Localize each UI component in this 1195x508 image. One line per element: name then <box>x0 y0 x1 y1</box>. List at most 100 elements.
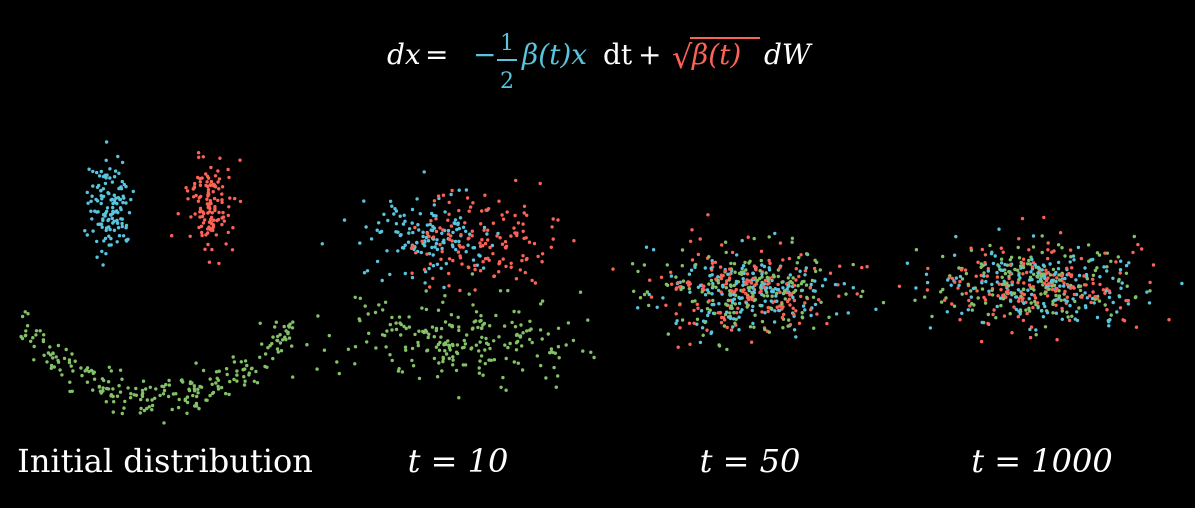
point-mixed <box>709 266 713 270</box>
point-blue-eye <box>112 199 117 203</box>
point-green-smile <box>276 350 280 354</box>
point-mixed <box>1062 281 1066 285</box>
point-mixed <box>1056 243 1061 247</box>
point-mixed <box>733 302 737 306</box>
point-green <box>544 376 548 380</box>
point-blue <box>403 219 407 223</box>
point-mixed <box>818 268 822 272</box>
point-red <box>456 250 461 254</box>
point-green-smile <box>224 367 229 371</box>
point-red <box>497 270 501 274</box>
point-green <box>488 324 492 328</box>
point-red <box>439 257 443 261</box>
point-blue-eye <box>104 140 109 144</box>
point-green-smile <box>134 386 138 391</box>
point-mixed <box>1044 278 1049 283</box>
point-green <box>482 321 487 326</box>
point-green-smile <box>87 369 91 374</box>
point-blue <box>481 266 486 270</box>
point-green <box>504 388 508 392</box>
point-mixed <box>767 235 771 239</box>
point-mixed <box>851 286 855 290</box>
point-blue-eye <box>122 196 126 200</box>
point-green-smile <box>153 396 157 400</box>
point-green-smile <box>60 373 64 377</box>
point-red <box>491 221 496 225</box>
point-mixed <box>723 240 728 244</box>
point-red-eye <box>220 185 225 189</box>
point-blue <box>362 271 367 275</box>
point-green <box>539 302 543 306</box>
point-green <box>413 332 417 337</box>
point-red-eye <box>217 177 222 181</box>
point-mixed <box>1102 265 1106 269</box>
point-mixed <box>760 310 764 314</box>
point-mixed <box>881 300 886 305</box>
point-green-smile <box>239 360 243 364</box>
point-mixed <box>1091 277 1095 281</box>
point-green <box>592 355 596 360</box>
point-green <box>477 366 481 370</box>
point-green <box>441 359 445 364</box>
equation-minus: − <box>473 38 496 71</box>
point-mixed <box>747 261 751 265</box>
point-red <box>525 213 529 217</box>
point-blue-eye <box>116 196 121 200</box>
point-mixed <box>966 308 970 312</box>
point-red-eye <box>200 233 204 238</box>
point-blue-eye <box>111 201 115 206</box>
point-mixed <box>1047 287 1051 291</box>
point-green-smile <box>228 379 232 384</box>
point-blue-eye <box>111 205 115 210</box>
point-mixed <box>986 312 990 317</box>
point-mixed <box>711 298 715 303</box>
point-mixed <box>688 342 692 346</box>
point-mixed <box>1054 298 1058 302</box>
point-green <box>578 290 583 294</box>
point-mixed <box>630 262 635 266</box>
point-mixed <box>710 292 714 296</box>
point-green <box>404 348 408 352</box>
point-mixed <box>750 297 754 302</box>
point-blue <box>417 228 421 232</box>
point-red <box>467 209 471 213</box>
point-blue <box>464 250 468 254</box>
point-blue-eye <box>91 184 95 188</box>
point-blue-eye <box>93 209 97 213</box>
point-green <box>556 374 560 378</box>
point-mixed <box>685 281 689 285</box>
point-mixed <box>740 296 744 300</box>
point-mixed <box>665 263 669 267</box>
point-blue <box>461 225 466 229</box>
point-mixed <box>749 281 754 285</box>
point-mixed <box>707 255 711 259</box>
point-mixed <box>813 279 817 283</box>
point-mixed <box>1088 294 1092 298</box>
point-mixed <box>1131 250 1135 255</box>
point-blue <box>468 232 472 236</box>
point-red-eye <box>213 205 217 209</box>
point-mixed <box>809 308 813 312</box>
point-mixed <box>759 258 763 263</box>
point-mixed <box>690 258 695 262</box>
point-red <box>447 271 451 276</box>
point-mixed <box>974 274 978 278</box>
point-mixed <box>1103 303 1107 307</box>
point-green <box>521 331 525 335</box>
point-green-smile <box>281 338 285 342</box>
point-blue <box>428 222 432 227</box>
point-green <box>566 321 571 325</box>
point-red-eye <box>206 188 211 192</box>
point-green <box>506 288 510 293</box>
point-mixed <box>731 317 736 321</box>
point-red-eye <box>227 175 231 180</box>
point-mixed <box>865 265 869 269</box>
point-red-eye <box>184 186 188 190</box>
point-mixed <box>743 260 747 265</box>
point-mixed <box>1072 292 1077 297</box>
point-green-smile <box>185 400 190 405</box>
point-mixed <box>1101 288 1106 292</box>
point-mixed <box>693 265 697 269</box>
point-mixed <box>800 316 805 320</box>
point-green <box>402 324 406 329</box>
